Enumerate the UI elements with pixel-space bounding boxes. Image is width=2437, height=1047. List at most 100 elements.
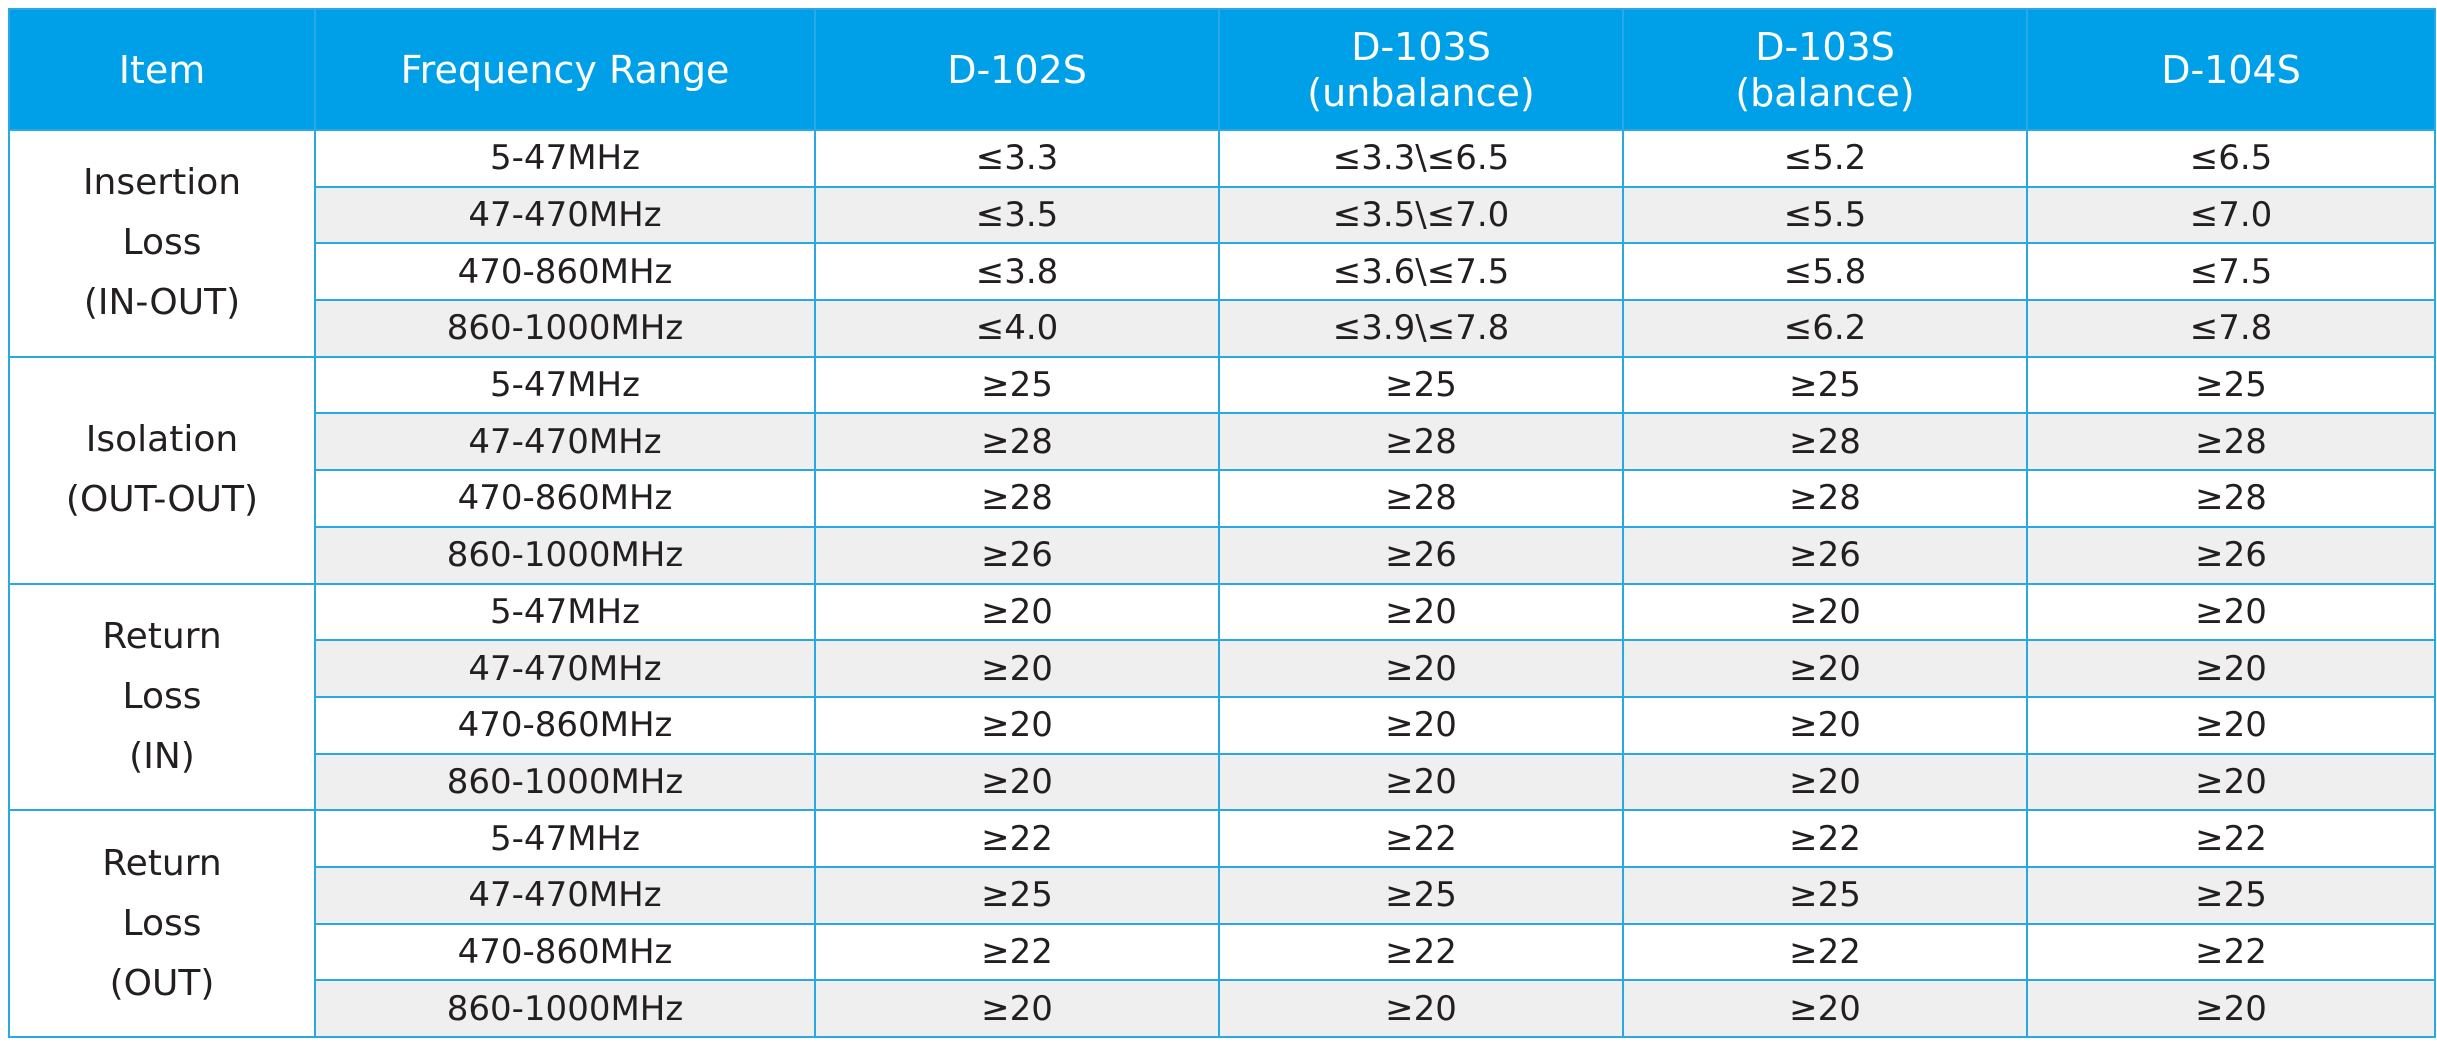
value-cell: ≤6.2 (1622, 299, 2028, 358)
table-row: Return Loss (OUT) 5-47MHz ≥22 ≥22 ≥22 ≥22 (8, 809, 2436, 1038)
value-cell: ≥20 (814, 695, 1220, 755)
value-cell: ≥20 (1218, 639, 1624, 698)
value-cell: ≥20 (814, 979, 1220, 1038)
value-cell: ≥28 (2026, 412, 2436, 472)
table-row: 47-470MHz ≤3.5 ≤3.5\≤7.0 ≤5.5 ≤7.0 (9, 185, 2436, 245)
frequency-cell: 860-1000MHz (314, 299, 816, 358)
frequency-cell: 5-47MHz (314, 355, 816, 415)
frequency-cell: 47-470MHz (314, 185, 816, 245)
value-cell: ≤6.5 (2026, 129, 2436, 188)
value-cell: ≤5.8 (1622, 242, 2028, 302)
value-cell: ≥20 (1218, 752, 1624, 812)
item-label-line: (IN-OUT) (83, 282, 241, 324)
table-row: 860-1000MHz ≥20 ≥20 ≥20 ≥20 (9, 752, 2436, 812)
table-header: Item Frequency Range D-102S D-103S (unba… (8, 8, 2436, 131)
header-model-line: D-103S (1755, 24, 1895, 69)
value-cell: ≥28 (1622, 412, 2028, 472)
table-row: 860-1000MHz ≥26 ≥26 ≥26 ≥26 (9, 525, 2436, 585)
header-model-line: D-102S (947, 47, 1087, 92)
table-row: 860-1000MHz ≤4.0 ≤3.9\≤7.8 ≤6.2 ≤7.8 (9, 299, 2436, 358)
value-cell: ≥20 (1622, 695, 2028, 755)
header-model-line: (balance) (1735, 70, 1915, 115)
frequency-cell: 5-47MHz (314, 582, 816, 642)
value-cell: ≥22 (2026, 922, 2436, 982)
value-cell: ≤3.5\≤7.0 (1218, 185, 1624, 245)
table-row: 470-860MHz ≥22 ≥22 ≥22 ≥22 (9, 922, 2436, 982)
value-cell: ≥20 (1218, 979, 1624, 1038)
header-model-d-104s: D-104S (2026, 8, 2436, 131)
value-cell: ≥22 (1622, 809, 2028, 868)
spec-table: Item Frequency Range D-102S D-103S (unba… (8, 8, 2436, 1038)
header-model-d-102s: D-102S (814, 8, 1220, 131)
value-cell: ≥20 (2026, 752, 2436, 812)
value-cell: ≥20 (1218, 695, 1624, 755)
item-label-line: (OUT) (109, 962, 215, 1004)
header-model-line: (unbalance) (1307, 70, 1535, 115)
value-cell: ≥28 (814, 412, 1220, 472)
value-cell: ≥25 (1622, 355, 2028, 415)
value-cell: ≥26 (1622, 525, 2028, 585)
frequency-cell: 47-470MHz (314, 412, 816, 472)
value-cell: ≥26 (2026, 525, 2436, 585)
value-cell: ≥20 (1622, 582, 2028, 642)
frequency-cell: 470-860MHz (314, 922, 816, 982)
value-cell: ≤3.3\≤6.5 (1218, 129, 1624, 188)
item-label-line: Loss (122, 222, 202, 264)
value-cell: ≥20 (1622, 752, 2028, 812)
frequency-cell: 5-47MHz (314, 129, 816, 188)
value-cell: ≥28 (1218, 412, 1624, 472)
header-item: Item (8, 8, 316, 131)
value-cell: ≤5.2 (1622, 129, 2028, 188)
item-cell: Insertion Loss (IN-OUT) (8, 129, 316, 358)
item-cell: Return Loss (OUT) (8, 809, 316, 1038)
item-label-line: (IN) (129, 735, 195, 777)
value-cell: ≤5.5 (1622, 185, 2028, 245)
value-cell: ≤3.8 (814, 242, 1220, 302)
header-model-line: D-103S (1351, 24, 1491, 69)
value-cell: ≥28 (2026, 469, 2436, 528)
value-cell: ≥22 (814, 809, 1220, 868)
table-row: 47-470MHz ≥20 ≥20 ≥20 ≥20 (9, 639, 2436, 698)
item-label-line: (OUT-OUT) (65, 479, 259, 521)
table-row: Isolation (OUT-OUT) 5-47MHz ≥25 ≥25 ≥25 ≥25 (8, 355, 2436, 585)
value-cell: ≥25 (2026, 355, 2436, 415)
table-row: 47-470MHz ≥25 ≥25 ≥25 ≥25 (9, 865, 2436, 925)
value-cell: ≥22 (1622, 922, 2028, 982)
value-cell: ≥26 (814, 525, 1220, 585)
value-cell: ≤7.5 (2026, 242, 2436, 302)
item-cell: Return Loss (IN) (8, 582, 316, 812)
item-label-line: Isolation (85, 419, 239, 461)
value-cell: ≥22 (814, 922, 1220, 982)
table-body: Insertion Loss (IN-OUT) 5-47MHz ≤3.3 ≤3.3\≤6.… (8, 129, 2436, 1038)
value-cell: ≤3.9\≤7.8 (1218, 299, 1624, 358)
value-cell: ≥20 (2026, 582, 2436, 642)
value-cell: ≥22 (1218, 922, 1624, 982)
header-frequency-range: Frequency Range (314, 8, 816, 131)
table-row: 47-470MHz ≥28 ≥28 ≥28 ≥28 (9, 412, 2436, 472)
value-cell: ≥20 (1622, 979, 2028, 1038)
frequency-cell: 860-1000MHz (314, 525, 816, 585)
value-cell: ≥22 (1218, 809, 1624, 868)
value-cell: ≥25 (1218, 355, 1624, 415)
value-cell: ≥20 (2026, 639, 2436, 698)
value-cell: ≥20 (814, 752, 1220, 812)
table-row: 860-1000MHz ≥20 ≥20 ≥20 ≥20 (9, 979, 2436, 1038)
header-model-d-103s-balance: D-103S (balance) (1622, 8, 2028, 131)
frequency-cell: 47-470MHz (314, 639, 816, 698)
item-cell: Isolation (OUT-OUT) (8, 355, 316, 585)
table-row: 470-860MHz ≥20 ≥20 ≥20 ≥20 (9, 695, 2436, 755)
table-row: Return Loss (IN) 5-47MHz ≥20 ≥20 ≥20 ≥20 (8, 582, 2436, 812)
value-cell: ≥25 (1622, 865, 2028, 925)
value-cell: ≥20 (1622, 639, 2028, 698)
value-cell: ≥20 (1218, 582, 1624, 642)
item-label-line: Loss (122, 902, 202, 944)
value-cell: ≥20 (814, 582, 1220, 642)
table-row: 470-860MHz ≤3.8 ≤3.6\≤7.5 ≤5.8 ≤7.5 (9, 242, 2436, 302)
value-cell: ≥25 (1218, 865, 1624, 925)
item-label-line: Loss (122, 675, 202, 717)
value-cell: ≥20 (814, 639, 1220, 698)
value-cell: ≤3.6\≤7.5 (1218, 242, 1624, 302)
value-cell: ≤7.8 (2026, 299, 2436, 358)
value-cell: ≥28 (1622, 469, 2028, 528)
value-cell: ≤4.0 (814, 299, 1220, 358)
